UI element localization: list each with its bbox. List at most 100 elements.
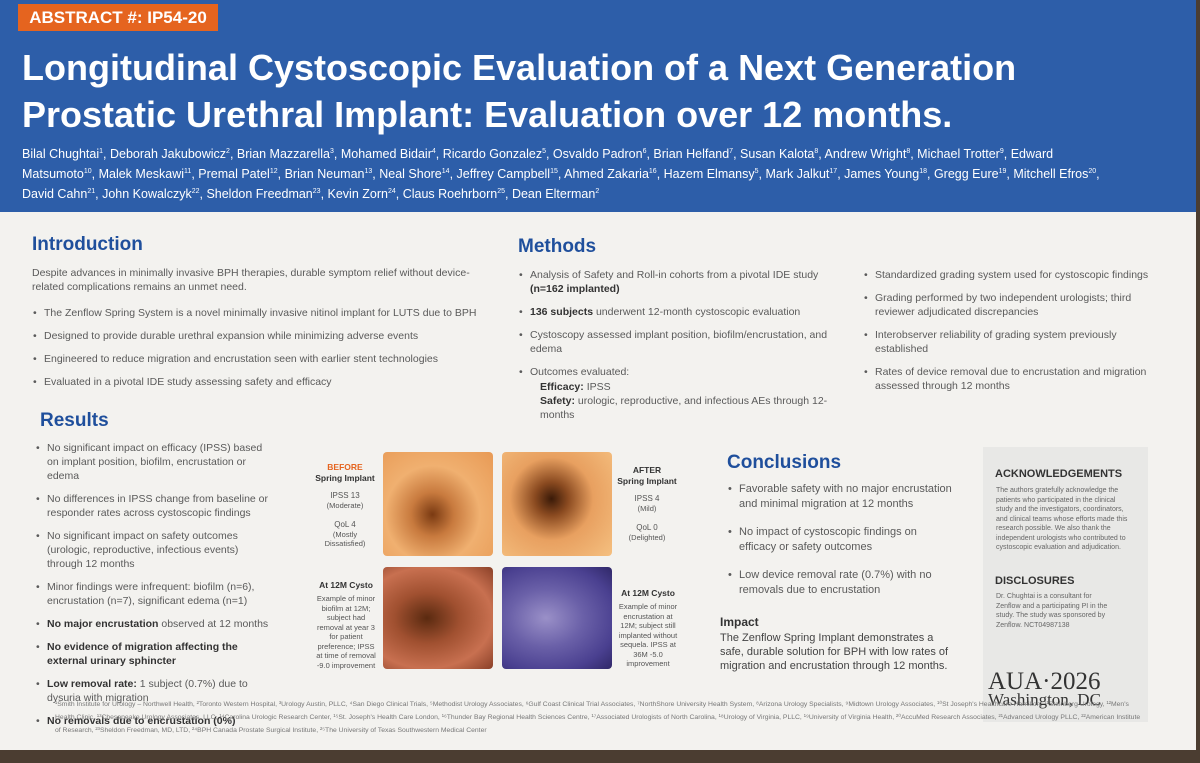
author-affiliation: 15 [550, 168, 558, 176]
author-name: , John Kowalczyk [95, 187, 192, 202]
author-affiliation: 22 [191, 188, 200, 196]
author-name: , Sheldon Freedman [199, 187, 313, 202]
author-affiliation: 21 [87, 188, 96, 196]
bullet: No evidence of migration affecting the e… [35, 640, 275, 668]
ipss-note: (Mild) [637, 503, 657, 513]
outcomes: Efficacy: IPSS Safety: urologic, reproduc… [530, 380, 848, 422]
intro-section: Introduction [32, 234, 143, 256]
impact-text: The Zenflow Spring Implant demonstrates … [720, 632, 949, 672]
bullet: No impact of cystoscopic findings on eff… [727, 525, 957, 555]
bullet-text: Minor findings were infrequent: biofilm … [47, 581, 255, 607]
location: Washington, DC [988, 690, 1101, 709]
author-affiliation: 1 [99, 148, 104, 155]
author-name: , Kevin Zorn [320, 187, 388, 202]
bullet-text: Outcomes evaluated: [530, 366, 630, 378]
author-affiliation: 14 [441, 168, 450, 176]
qol-note: (Delighted) [628, 532, 666, 542]
header-band [0, 0, 1196, 212]
qol: QoL 0 [636, 523, 658, 532]
ack-heading: ACKNOWLEDGEMENTS [995, 468, 1123, 480]
author-affiliation: 16 [648, 168, 657, 176]
author-name: , Osvaldo Padron [545, 147, 643, 162]
meeting: AUA·2026 [988, 668, 1101, 695]
bullet-text: No differences in IPSS change from basel… [47, 493, 269, 519]
author-affiliation: 19 [998, 168, 1007, 176]
author-name: , Edward Matsumoto [22, 147, 1054, 182]
heading: Conclusions [727, 452, 842, 473]
bullet-text: Cystoscopy assessed implant position, bi… [530, 329, 828, 355]
bullet-text: Low removal rate: [47, 678, 137, 690]
author-name: , Susan Kalota [733, 147, 815, 162]
bullet: Minor findings were infrequent: biofilm … [35, 580, 275, 608]
author-affiliation: 24 [387, 188, 396, 196]
author-name: , Deborah Jakubowicz [103, 147, 227, 162]
conclusions-list: Favorable safety with no major encrustat… [727, 482, 957, 611]
author-name: , Premal Patel [191, 167, 270, 182]
outcome-text: urologic, reproductive, and infectious A… [540, 395, 828, 421]
impact-heading: Impact [720, 615, 759, 629]
author-affiliation: 13 [364, 168, 373, 176]
figure-caption-text: Example of minor encrustation at 12M; su… [618, 602, 678, 668]
figure-caption: AFTER Spring Implant IPSS 4 (Mild) QoL 0 (Del… [617, 465, 677, 542]
author-affiliation: 10 [83, 168, 92, 176]
authors: Bilal Chughtai1, Deborah Jakubowicz2 , Br… [22, 143, 1102, 203]
affiliations: ¹Smith Institute for Urology – Northwell… [55, 701, 1141, 734]
qol: QoL 4 [334, 520, 356, 529]
figure-caption: BEFORE Spring Implant IPSS 13 (Moderate) QoL… [313, 462, 377, 549]
bullet: Low device removal rate (0.7%) with no r… [727, 568, 957, 598]
author-affiliation: 5 [754, 168, 759, 176]
author-affiliation: 18 [919, 168, 928, 176]
bullet: Designed to provide durable urethral exp… [32, 329, 482, 343]
author-name: , David Cahn [22, 167, 1100, 202]
bullet: Grading performed by two independent uro… [863, 291, 1163, 319]
author-name: , Hazem Elmansy [656, 167, 755, 182]
figure-title: At 12M Cysto [621, 588, 675, 598]
author-name: , Brian Helfand [646, 147, 730, 162]
cysto-image [383, 567, 493, 669]
author-affiliation: 12 [269, 168, 278, 176]
author-name: , Claus Roehrborn [395, 187, 498, 202]
outcome-text: Efficacy: [540, 381, 584, 393]
bullet: Evaluated in a pivotal IDE study assessi… [32, 375, 482, 389]
ipss-note: (Moderate) [326, 500, 364, 510]
figure-title: Spring Implant [617, 476, 677, 486]
ipss: IPSS 13 [330, 491, 360, 500]
author-name: , Malek Meskawi [91, 167, 185, 182]
methods-left: Analysis of Safety and Roll-in cohorts f… [518, 268, 848, 431]
qol-note: (Mostly Dissatisfied) [324, 529, 366, 549]
author-affiliation: 23 [312, 188, 321, 196]
author-name: , Ahmed Zakaria [557, 167, 649, 182]
author-name: , Mark Jalkut [758, 167, 830, 182]
bullet: No significant impact on safety outcomes… [35, 529, 275, 571]
bullet: Engineered to reduce migration and encru… [32, 352, 482, 366]
author-name: , Brian Neuman [277, 167, 365, 182]
conclusions-section: Conclusions [727, 452, 841, 474]
heading: Methods [518, 236, 597, 257]
author-affiliation: 11 [184, 168, 192, 176]
bullet: Standardized grading system used for cys… [863, 268, 1163, 282]
author-affiliation: 8 [814, 148, 819, 155]
author-name: , Gregg Eure [927, 167, 999, 182]
author-affiliation: 2 [226, 148, 230, 155]
outcome: Safety: urologic, reproductive, and infe… [540, 394, 848, 422]
bullet-text: No major encrustation [47, 618, 159, 630]
cysto-image [502, 452, 612, 556]
cysto-image [383, 452, 493, 556]
bullet: No significant impact on efficacy (IPSS)… [35, 441, 275, 483]
author-name: Bilal Chughtai [22, 147, 100, 162]
author-name: , Dean Elterman [505, 187, 596, 202]
bullet: Low removal rate: 1 subject (0.7%) due t… [35, 677, 275, 705]
author-affiliation: 17 [829, 168, 838, 176]
author-affiliation: 6 [642, 148, 647, 155]
paragraph: Despite advances in minimally invasive B… [32, 267, 470, 293]
author-affiliation: 5 [542, 148, 546, 155]
bullet: Cystoscopy assessed implant position, bi… [518, 328, 848, 356]
title: Longitudinal Cystoscopic Evaluation of a… [22, 44, 1182, 138]
outcome-text: Safety: [540, 395, 576, 407]
bullet: No removals due to encrustation (0%) [35, 714, 275, 728]
author-name: , Neal Shore [372, 167, 442, 182]
author-affiliation: 9 [999, 148, 1004, 155]
bullet: Favorable safety with no major encrustat… [727, 482, 957, 512]
sidebar [983, 447, 1148, 722]
author-affiliation: 4 [431, 148, 436, 155]
